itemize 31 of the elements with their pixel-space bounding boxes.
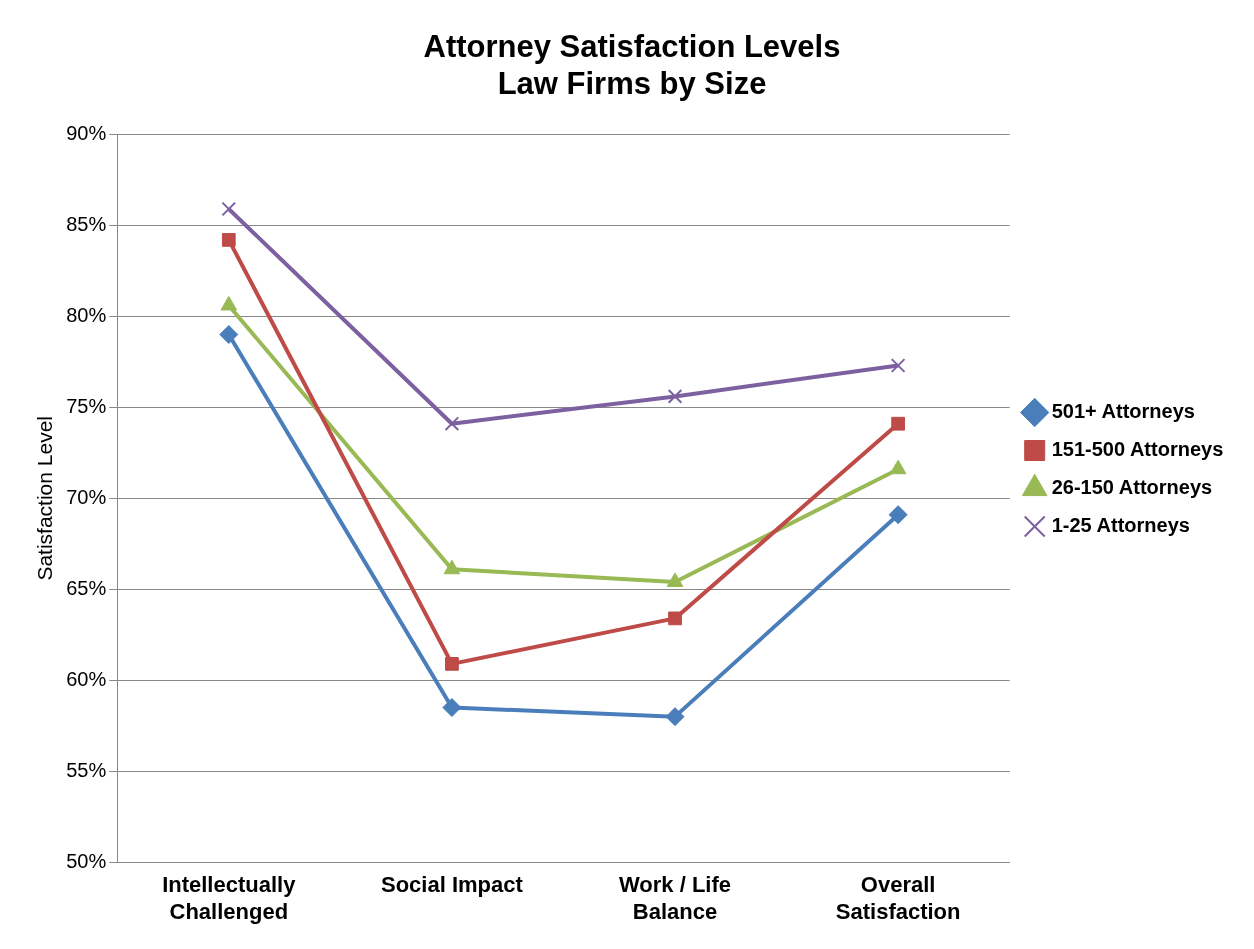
point (442, 698, 462, 718)
x-tick-label: Work / Life Balance (618, 872, 732, 924)
point (667, 389, 683, 404)
y-tick-label: 90% (66, 121, 107, 144)
y-tick-label: 80% (66, 303, 107, 326)
point (219, 325, 239, 345)
point (888, 505, 908, 525)
y-tick-label: 55% (66, 758, 107, 781)
y-tick-label: 75% (66, 394, 107, 417)
legend-label: 501+ Attorneys (1051, 400, 1195, 423)
legend-label: 1-25 Attorneys (1051, 514, 1190, 537)
point (890, 358, 906, 373)
legend-label: 151-500 Attorneys (1051, 438, 1224, 461)
y-tick-label: 70% (66, 485, 107, 508)
point (445, 657, 459, 671)
point (891, 416, 905, 431)
y-tick-label: 50% (66, 849, 107, 872)
y-tick-label: 65% (66, 576, 107, 599)
y-axis-title: Satisfaction Level (33, 416, 57, 581)
point (221, 201, 237, 217)
y-tick-label: 60% (66, 667, 107, 690)
point (668, 611, 682, 626)
point (665, 707, 685, 727)
chart-title: Attorney Satisfaction Levels Law Firms by Size (423, 29, 841, 102)
x-tick-label: Intellectually Challenged (162, 872, 297, 924)
x-tick-label: Overall Satisfaction (835, 872, 961, 924)
point (221, 233, 236, 247)
x-tick-label: Social Impact (380, 872, 524, 898)
y-tick-label: 85% (66, 212, 107, 235)
point (444, 416, 460, 432)
legend-label: 26-150 Attorneys (1051, 476, 1213, 499)
